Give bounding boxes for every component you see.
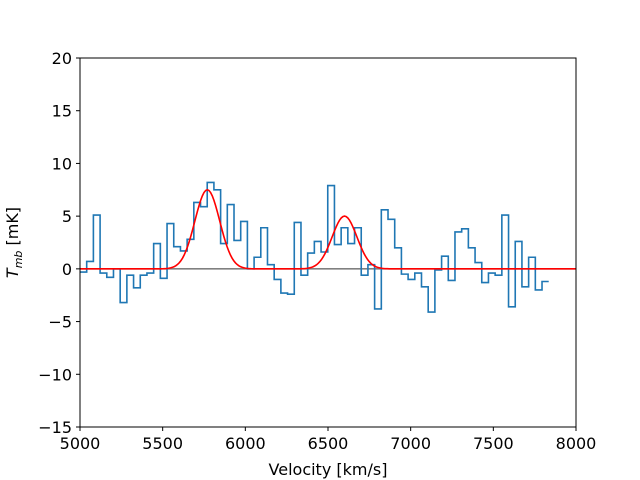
axis-ticks: 5000 5500 6000 6500 7000 7500 8000 −15 −10 −5 0 5 10… [38,49,596,453]
y-tick-label: −10 [38,365,72,384]
x-tick-label: 5000 [60,434,101,453]
y-axis-label: Tmb [mK] [3,207,25,278]
y-tick-label: 20 [52,49,72,68]
y-tick-label: 10 [52,154,72,173]
spectrum-step-line [80,181,549,313]
x-tick-label: 7500 [473,434,514,453]
y-tick-label: 15 [52,102,72,121]
plot-area [80,181,576,313]
plot-frame [79,57,577,428]
x-axis-label: Velocity [km/s] [269,460,388,479]
x-tick-label: 7000 [390,434,431,453]
y-axis-label-subscript: mb [12,251,25,269]
y-axis-label-unit: [mK] [3,207,22,251]
y-axis-label-main: T [3,267,22,278]
gaussian-fit-line [80,188,576,270]
y-tick-label: 0 [62,260,72,279]
x-tick-label: 6000 [225,434,266,453]
y-tick-label: −15 [38,418,72,437]
y-tick-label: 5 [62,207,72,226]
y-tick-label: −5 [48,313,72,332]
x-tick-label: 8000 [556,434,597,453]
x-tick-label: 5500 [142,434,183,453]
x-tick-label: 6500 [308,434,349,453]
